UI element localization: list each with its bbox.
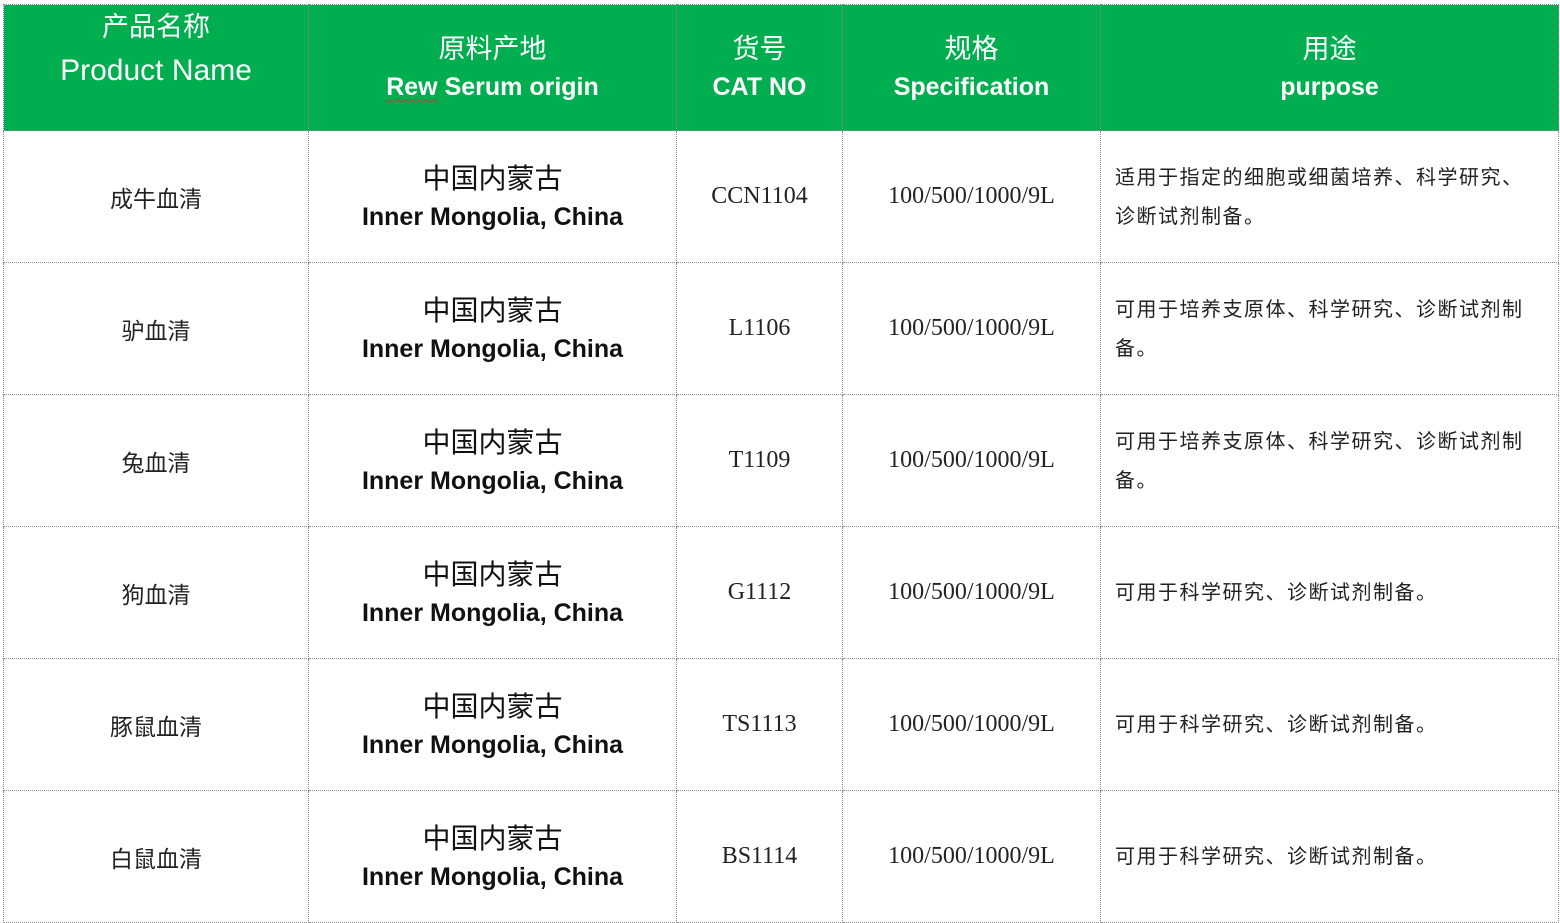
specification-cell: 100/500/1000/9L xyxy=(842,130,1101,263)
origin-cell: 中国内蒙古 Inner Mongolia, China xyxy=(308,130,677,263)
origin-cell: 中国内蒙古 Inner Mongolia, China xyxy=(308,790,677,923)
origin-cell: 中国内蒙古 Inner Mongolia, China xyxy=(308,262,677,395)
product-name-cell: 白鼠血清 xyxy=(3,790,309,923)
cat-no-cell: T1109 xyxy=(676,394,843,527)
specification-cell: 100/500/1000/9L xyxy=(842,262,1101,395)
purpose-cell: 可用于培养支原体、科学研究、诊断试剂制备。 xyxy=(1100,394,1559,527)
table-row: 兔血清 中国内蒙古 Inner Mongolia, China T1109 100/50… xyxy=(3,394,1559,527)
header-origin: 原料产地 Rew Serum origin xyxy=(308,4,677,131)
origin-cell: 中国内蒙古 Inner Mongolia, China xyxy=(308,658,677,791)
header-row: 产品名称 Product Name 原料产地 Rew Serum origin … xyxy=(3,4,1559,131)
table-row: 白鼠血清 中国内蒙古 Inner Mongolia, China BS1114 100/… xyxy=(3,790,1559,923)
cat-no-cell: G1112 xyxy=(676,526,843,659)
origin-cell: 中国内蒙古 Inner Mongolia, China xyxy=(308,526,677,659)
cat-no-cell: BS1114 xyxy=(676,790,843,923)
table-row: 豚鼠血清 中国内蒙古 Inner Mongolia, China TS1113 100/… xyxy=(3,658,1559,791)
spellcheck-word: Rew xyxy=(386,72,438,101)
product-name-cell: 驴血清 xyxy=(3,262,309,395)
header-specification: 规格 Specification xyxy=(842,4,1101,131)
purpose-cell: 适用于指定的细胞或细菌培养、科学研究、诊断试剂制备。 xyxy=(1100,130,1559,263)
product-name-cell: 狗血清 xyxy=(3,526,309,659)
product-name-cell: 豚鼠血清 xyxy=(3,658,309,791)
purpose-cell: 可用于科学研究、诊断试剂制备。 xyxy=(1100,790,1559,923)
table-row: 驴血清 中国内蒙古 Inner Mongolia, China L1106 100/50… xyxy=(3,262,1559,395)
specification-cell: 100/500/1000/9L xyxy=(842,658,1101,791)
table-row: 狗血清 中国内蒙古 Inner Mongolia, China G1112 100/50… xyxy=(3,526,1559,659)
product-table: 产品名称 Product Name 原料产地 Rew Serum origin … xyxy=(3,4,1559,923)
origin-cell: 中国内蒙古 Inner Mongolia, China xyxy=(308,394,677,527)
cat-no-cell: L1106 xyxy=(676,262,843,395)
specification-cell: 100/500/1000/9L xyxy=(842,790,1101,923)
table-row: 成牛血清 中国内蒙古 Inner Mongolia, China CCN1104 100… xyxy=(3,130,1559,263)
specification-cell: 100/500/1000/9L xyxy=(842,526,1101,659)
header-cat-no: 货号 CAT NO xyxy=(676,4,843,131)
purpose-cell: 可用于科学研究、诊断试剂制备。 xyxy=(1100,658,1559,791)
purpose-cell: 可用于培养支原体、科学研究、诊断试剂制备。 xyxy=(1100,262,1559,395)
specification-cell: 100/500/1000/9L xyxy=(842,394,1101,527)
product-name-cell: 兔血清 xyxy=(3,394,309,527)
product-name-cell: 成牛血清 xyxy=(3,130,309,263)
header-product-name: 产品名称 Product Name xyxy=(3,4,309,131)
purpose-cell: 可用于科学研究、诊断试剂制备。 xyxy=(1100,526,1559,659)
header-purpose: 用途 purpose xyxy=(1100,4,1559,131)
cat-no-cell: CCN1104 xyxy=(676,130,843,263)
cat-no-cell: TS1113 xyxy=(676,658,843,791)
